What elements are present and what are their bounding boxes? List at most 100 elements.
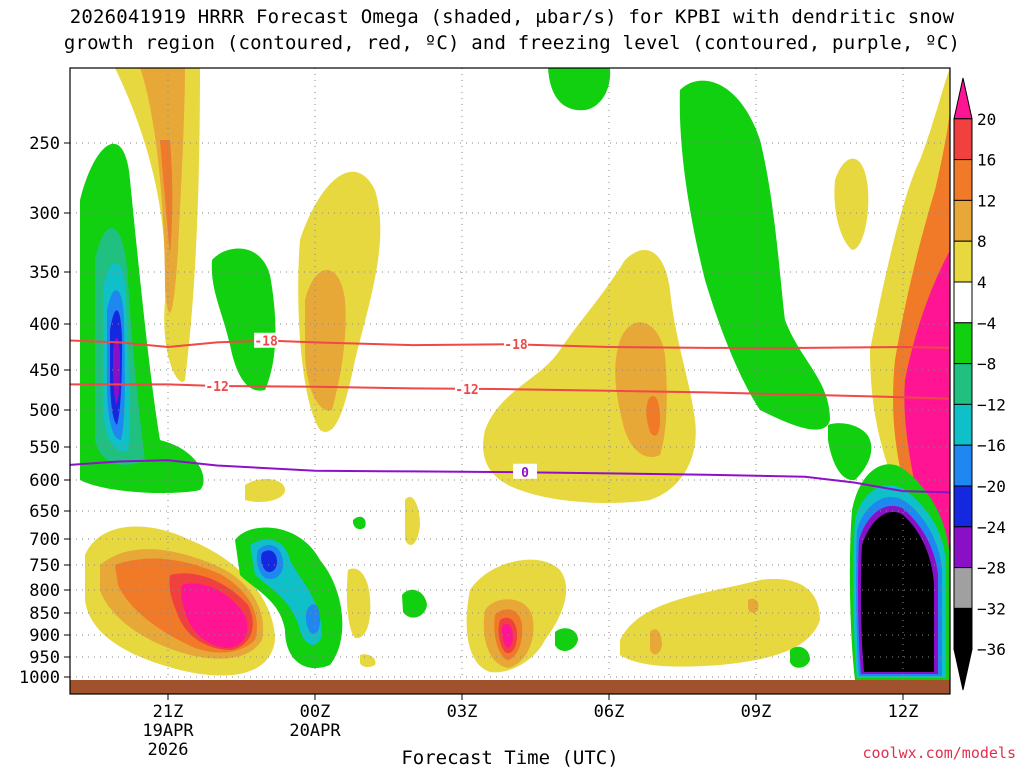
x-tick-label: 09Z (741, 702, 772, 722)
y-tick-label: 600 (29, 471, 60, 491)
y-tick-label: 700 (29, 530, 60, 550)
omega-area-deep-orange (160, 140, 173, 255)
y-tick-label: 500 (29, 401, 60, 421)
omega-area-orange (140, 68, 185, 313)
y-tick-label: 950 (29, 648, 60, 668)
colorbar-swatch (953, 485, 973, 528)
colorbar-label: −28 (977, 559, 1006, 578)
chart-title-line-2: growth region (contoured, red, ºC) and f… (63, 32, 961, 54)
colorbar-swatch (953, 363, 973, 405)
omega-shading (80, 68, 950, 694)
omega-area-purple (113, 337, 120, 405)
y-axis: 2503003504004505005506006507007508008509… (19, 134, 70, 688)
y-tick-label: 1000 (19, 668, 60, 688)
contour-label: -18 (504, 338, 528, 353)
colorbar-label: 16 (977, 151, 996, 170)
omega-area-navy-low (261, 550, 277, 572)
contour-label: -12 (205, 380, 228, 395)
omega-area-yellow-9 (620, 579, 820, 667)
plot-frame (69, 67, 951, 695)
omega-area-green-3 (548, 68, 611, 111)
y-tick-label: 850 (29, 604, 60, 624)
contour-label-bg (205, 377, 230, 393)
x-tick-label: 12Z (888, 702, 919, 722)
x-tick-date: 20APR (289, 721, 341, 741)
colorbar-label: 8 (977, 232, 987, 251)
y-tick-label: 550 (29, 438, 60, 458)
colorbar-label: 12 (977, 191, 996, 210)
colorbar-label: −20 (977, 477, 1006, 496)
contour-freezing-level (69, 459, 951, 494)
colorbar-label: −16 (977, 436, 1006, 455)
contour-label-bg (254, 332, 279, 348)
omega-area-yellow-6 (360, 654, 376, 668)
colorbar-label: −12 (977, 395, 1006, 414)
contour-label: 0 (521, 466, 529, 481)
colorbar-bottom-arrow (953, 648, 973, 691)
y-tick-label: 350 (29, 263, 60, 283)
colorbar-swatch (953, 526, 973, 569)
colorbar-label: −4 (977, 314, 996, 333)
y-tick-label: 300 (29, 204, 60, 224)
colorbar: 20 16 12 8 4 −4 −8 −12 −16 −20 −24 −28 −32 −36 (953, 77, 1006, 691)
colorbar-swatch (953, 240, 973, 283)
x-tick-label: 03Z (447, 702, 478, 722)
colorbar-swatch (953, 159, 973, 201)
colorbar-swatch (953, 118, 973, 161)
colorbar-swatch (953, 607, 973, 650)
omega-area-deeporange-4 (646, 396, 660, 436)
y-tick-label: 450 (29, 361, 60, 381)
contour-label-bg (513, 463, 537, 479)
contour-dgz-minus12 (70, 383, 951, 400)
y-tick-label: 650 (29, 502, 60, 522)
x-tick-year: 2026 (148, 740, 189, 760)
omega-area-blue-low-2 (305, 604, 320, 634)
omega-area-yellow-5 (346, 568, 371, 639)
omega-area-black-core (860, 511, 934, 672)
omega-area-pink-low (181, 583, 248, 648)
x-axis-label: Forecast Time (UTC) (401, 747, 618, 768)
y-tick-label: 900 (29, 626, 60, 646)
colorbar-label: −36 (977, 640, 1006, 659)
colorbar-swatch (953, 199, 973, 242)
chart-title-line-1: 2026041919 HRRR Forecast Omega (shaded, … (69, 6, 955, 28)
contour-label-bg (455, 380, 479, 396)
colorbar-label: 20 (977, 110, 996, 129)
colorbar-swatch (953, 403, 973, 446)
colorbar-top-arrow (953, 77, 973, 120)
omega-area-green-dot-3 (555, 628, 578, 652)
contour-dgz-minus18 (69, 339, 951, 349)
contour-label: -18 (254, 335, 278, 350)
contour-label-bg (504, 336, 528, 352)
omega-area-green-4 (679, 80, 830, 430)
omega-area-orange-2 (305, 270, 346, 411)
omega-area-green-dot-2 (402, 589, 427, 618)
omega-area-orange-5 (650, 629, 662, 655)
omega-area-green-2 (211, 248, 276, 391)
colorbar-swatch (953, 322, 973, 365)
colorbar-swatch (953, 444, 973, 487)
x-tick-label: 06Z (594, 702, 625, 722)
colorbar-label: 4 (977, 273, 987, 292)
contour-label: -12 (455, 383, 478, 398)
contour-lines: -18 -18 -12 -12 0 (69, 332, 951, 494)
colorbar-swatch (953, 567, 973, 609)
colorbar-swatch (953, 281, 973, 324)
omega-area-green-5 (828, 423, 872, 481)
colorbar-label: −32 (977, 599, 1006, 618)
omega-area-green-dot-4 (790, 646, 810, 668)
y-tick-label: 750 (29, 556, 60, 576)
y-tick-label: 800 (29, 581, 60, 601)
omega-area-yellow-4 (405, 496, 420, 545)
ground-terrain (70, 680, 950, 694)
y-tick-label: 400 (29, 315, 60, 335)
colorbar-label: −8 (977, 355, 996, 374)
x-tick-label: 21Z (153, 702, 184, 722)
x-tick-date: 19APR (142, 721, 194, 741)
credit-link[interactable]: coolwx.com/models (862, 744, 1016, 762)
y-tick-label: 250 (29, 134, 60, 154)
omega-area-yellow-10 (834, 158, 869, 250)
x-tick-label: 00Z (300, 702, 331, 722)
